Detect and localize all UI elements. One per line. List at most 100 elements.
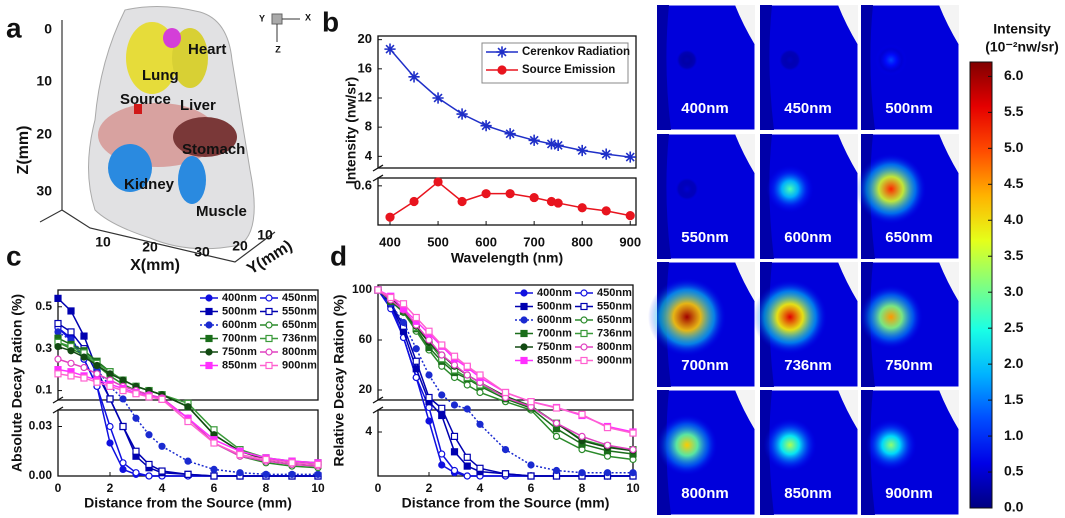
- organ-label: Muscle: [196, 203, 247, 220]
- marker: [438, 391, 446, 399]
- marker: [529, 192, 539, 203]
- plot-frame: [377, 177, 637, 226]
- marker: [497, 65, 507, 75]
- axis-break: [372, 174, 384, 182]
- x-tick-label: 8: [579, 481, 586, 495]
- y-axis-label: Absolute Decay Ration (%): [9, 294, 25, 472]
- x-tick-label: 6: [211, 481, 218, 495]
- marker: [184, 403, 192, 411]
- marker: [476, 371, 484, 379]
- y-tick-label: 4: [365, 148, 373, 163]
- x-tick-label: 0: [55, 481, 62, 495]
- colorbar-tick-label: 0.0: [1004, 499, 1024, 515]
- marker: [265, 321, 273, 329]
- marker: [132, 469, 140, 477]
- marker: [552, 139, 564, 151]
- colorbar-tick-label: 3.0: [1004, 283, 1024, 299]
- legend-label: 400nm: [222, 292, 257, 304]
- organ-label: Lung: [142, 67, 179, 84]
- axis-label: X(mm): [130, 257, 180, 274]
- marker: [54, 370, 62, 378]
- marker: [603, 441, 612, 449]
- legend-box: [481, 42, 629, 84]
- panel-label: d: [330, 240, 347, 271]
- marker: [496, 46, 508, 58]
- y-tick-label: 0.3: [35, 341, 52, 355]
- marker: [119, 422, 127, 431]
- orientation-label: Y: [259, 13, 265, 23]
- outside-body: [939, 134, 959, 174]
- panel-label: a: [6, 12, 22, 43]
- colorbar-tick-label: 6.0: [1004, 67, 1024, 83]
- outside-body: [735, 262, 755, 302]
- marker: [438, 351, 446, 359]
- marker: [545, 138, 558, 150]
- marker: [463, 462, 471, 470]
- axis-break: [52, 396, 64, 404]
- marker: [67, 307, 75, 315]
- marker: [504, 128, 516, 140]
- marker: [262, 470, 270, 478]
- marker: [119, 376, 127, 384]
- tick-label: 20: [36, 126, 52, 142]
- marker: [210, 465, 218, 473]
- marker: [463, 362, 471, 370]
- marker: [408, 71, 420, 83]
- colorbar-tick-label: 5.5: [1004, 103, 1024, 119]
- legend-label: 736nm: [597, 327, 632, 339]
- marker: [184, 470, 192, 478]
- cell-label: 650nm: [885, 229, 933, 246]
- orientation-cube: [271, 13, 283, 25]
- marker: [527, 398, 535, 406]
- cell-background: [759, 4, 859, 131]
- orientation-label: X: [305, 12, 311, 22]
- marker: [205, 334, 213, 343]
- marker: [425, 403, 433, 412]
- marker: [399, 318, 408, 327]
- marker: [54, 342, 62, 351]
- marker: [552, 404, 561, 412]
- x-tick-label: 10: [626, 481, 640, 495]
- legend-label: 750nm: [537, 341, 572, 353]
- marker: [629, 469, 637, 477]
- marker: [629, 429, 637, 437]
- organ-label: Heart: [188, 41, 226, 58]
- cell-label: 900nm: [885, 485, 933, 502]
- marker: [433, 177, 443, 187]
- legend-label: 700nm: [222, 332, 257, 344]
- marker: [184, 457, 192, 465]
- legend-label: 450nm: [282, 292, 317, 304]
- marker: [205, 321, 213, 329]
- marker: [265, 334, 273, 343]
- y-tick-label: 60: [359, 332, 373, 346]
- intensity-blob: [763, 418, 817, 472]
- colorbar-tick-label: 5.0: [1004, 139, 1024, 155]
- marker: [457, 196, 467, 207]
- marker: [450, 466, 459, 475]
- x-tick-label: 700: [523, 234, 545, 249]
- colorbar: [969, 61, 993, 509]
- colorbar-unit: (10⁻²nw/sr): [985, 39, 1059, 55]
- cell-label: 750nm: [885, 357, 933, 374]
- legend-label: 800nm: [282, 346, 317, 358]
- plot-frame: [377, 284, 634, 401]
- intensity-blob: [855, 153, 927, 225]
- marker: [385, 212, 395, 222]
- legend-label: 550nm: [282, 305, 317, 317]
- y-tick-label: 100: [352, 282, 372, 296]
- marker: [527, 472, 535, 480]
- x-tick-label: 8: [263, 481, 270, 495]
- legend-label: 650nm: [597, 314, 632, 326]
- y-tick-label: 12: [358, 89, 372, 104]
- tick-label: 20: [142, 239, 158, 255]
- marker: [580, 343, 588, 351]
- cell-label: 800nm: [681, 485, 729, 502]
- organ-label: Source: [120, 91, 171, 108]
- legend-label: 600nm: [222, 319, 257, 331]
- marker: [80, 332, 88, 340]
- tick-label: 10: [95, 234, 111, 250]
- marker: [158, 467, 166, 475]
- marker: [476, 388, 484, 397]
- marker: [54, 319, 62, 328]
- axis-break: [372, 406, 384, 414]
